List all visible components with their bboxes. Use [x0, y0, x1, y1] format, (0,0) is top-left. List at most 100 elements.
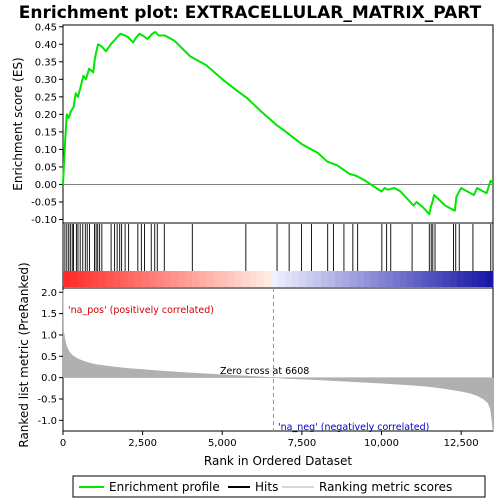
rank-color-segment [99, 271, 107, 287]
rank-color-segment [199, 271, 207, 287]
hits-panel [63, 223, 494, 288]
es-panel-frame [63, 25, 493, 223]
rank-color-segment [314, 271, 322, 287]
es-y-tick-label: 0.00 [35, 180, 57, 191]
rank-color-segment [149, 271, 157, 287]
rank-color-segment [285, 271, 293, 287]
rank-color-segment [407, 271, 415, 287]
rank-color-segment [63, 271, 71, 287]
rank-color-segment [135, 271, 143, 287]
metric-y-tick-label: 0.0 [41, 373, 57, 384]
rank-color-segment [178, 271, 186, 287]
metric-y-axis-title: Ranked list metric (PreRanked) [17, 262, 31, 447]
rank-color-segment [92, 271, 100, 287]
rank-color-segment [343, 271, 351, 287]
es-y-tick-label: -0.05 [31, 197, 57, 208]
rank-color-segment [163, 271, 171, 287]
rank-color-segment [472, 271, 480, 287]
rank-color-segment [393, 271, 401, 287]
es-y-tick-label: 0.05 [35, 162, 57, 173]
x-tick-label: 10,000 [364, 438, 399, 449]
rank-color-segment [206, 271, 214, 287]
rank-color-segment [457, 271, 465, 287]
rank-color-segment [421, 271, 429, 287]
rank-color-segment [479, 271, 487, 287]
rank-color-segment [364, 271, 372, 287]
negative-correlation-label: 'na_neg' (negatively correlated) [278, 422, 429, 433]
metric-panel: -1.0 -0.5 0.0 0.5 1.0 1.5 2.0 0 2,500 5,000 7,500… [17, 262, 493, 468]
rank-color-segment [120, 271, 128, 287]
rank-color-segment [70, 271, 78, 287]
es-y-axis-ticks: -0.10 -0.05 0.00 0.05 0.10 0.15 0.20 0.25 0.30 0.… [31, 22, 63, 226]
rank-color-segment [185, 271, 193, 287]
rank-color-segment [386, 271, 394, 287]
rank-color-segment [249, 271, 257, 287]
rank-color-segment [443, 271, 451, 287]
chart-title: Enrichment plot: EXTRACELLULAR_MATRIX_PA… [19, 3, 482, 23]
rank-color-segment [128, 271, 136, 287]
metric-x-axis-ticks: 0 2,500 5,000 7,500 10,000 12,500 [60, 431, 479, 449]
es-y-tick-label: 0.30 [35, 75, 57, 86]
rank-color-segment [242, 271, 250, 287]
zero-cross-label: Zero cross at 6608 [220, 366, 309, 377]
rank-color-segment [77, 271, 85, 287]
rank-color-segment [271, 271, 279, 287]
legend: Enrichment profile Hits Ranking metric sco… [73, 476, 485, 497]
rank-color-segment [450, 271, 458, 287]
x-axis-title: Rank in Ordered Dataset [204, 454, 352, 468]
x-tick-label: 2,500 [128, 438, 157, 449]
rank-color-segment [486, 271, 494, 287]
rank-color-segment [429, 271, 437, 287]
es-y-tick-label: 0.15 [35, 127, 57, 138]
es-y-tick-label: 0.35 [35, 57, 57, 68]
es-y-tick-label: -0.10 [31, 215, 57, 226]
rank-color-segment [350, 271, 358, 287]
es-y-axis-title: Enrichment score (ES) [11, 57, 25, 190]
rank-color-segment [371, 271, 379, 287]
es-y-tick-label: 0.45 [35, 22, 57, 33]
x-tick-label: 0 [60, 438, 66, 449]
es-y-tick-label: 0.25 [35, 92, 57, 103]
rank-color-segment [335, 271, 343, 287]
rank-color-segment [106, 271, 114, 287]
rank-color-segment [328, 271, 336, 287]
rank-color-segment [292, 271, 300, 287]
rank-color-segment [400, 271, 408, 287]
rank-color-segment [414, 271, 422, 287]
rank-color-segment [142, 271, 150, 287]
rank-color-segment [156, 271, 164, 287]
rank-color-segment [300, 271, 308, 287]
x-tick-label: 5,000 [208, 438, 237, 449]
rank-color-bar [63, 271, 494, 287]
rank-color-segment [113, 271, 121, 287]
rank-color-segment [85, 271, 93, 287]
rank-color-segment [464, 271, 472, 287]
rank-color-segment [264, 271, 272, 287]
rank-color-segment [378, 271, 386, 287]
rank-color-segment [278, 271, 286, 287]
rank-color-segment [228, 271, 236, 287]
metric-y-tick-label: 0.5 [41, 352, 57, 363]
rank-color-segment [321, 271, 329, 287]
metric-y-axis-ticks: -1.0 -0.5 0.0 0.5 1.0 1.5 2.0 [37, 288, 63, 427]
legend-label: Ranking metric scores [319, 480, 452, 494]
x-tick-label: 12,500 [444, 438, 479, 449]
rank-color-segment [221, 271, 229, 287]
legend-label: Enrichment profile [109, 480, 220, 494]
metric-y-tick-label: -1.0 [37, 416, 57, 427]
metric-y-tick-label: 1.0 [41, 330, 57, 341]
es-y-tick-label: 0.40 [35, 40, 57, 51]
rank-color-segment [436, 271, 444, 287]
positive-correlation-label: 'na_pos' (positively correlated) [68, 305, 214, 316]
es-y-tick-label: 0.10 [35, 145, 57, 156]
metric-y-tick-label: 1.5 [41, 309, 57, 320]
rank-color-segment [171, 271, 179, 287]
metric-y-tick-label: 2.0 [41, 288, 57, 299]
rank-color-segment [235, 271, 243, 287]
legend-label: Hits [255, 480, 278, 494]
es-panel: -0.10 -0.05 0.00 0.05 0.10 0.15 0.20 0.25 0.30 0.… [11, 22, 493, 226]
metric-y-tick-label: -0.5 [37, 394, 57, 405]
x-tick-label: 7,500 [288, 438, 317, 449]
rank-color-segment [307, 271, 315, 287]
